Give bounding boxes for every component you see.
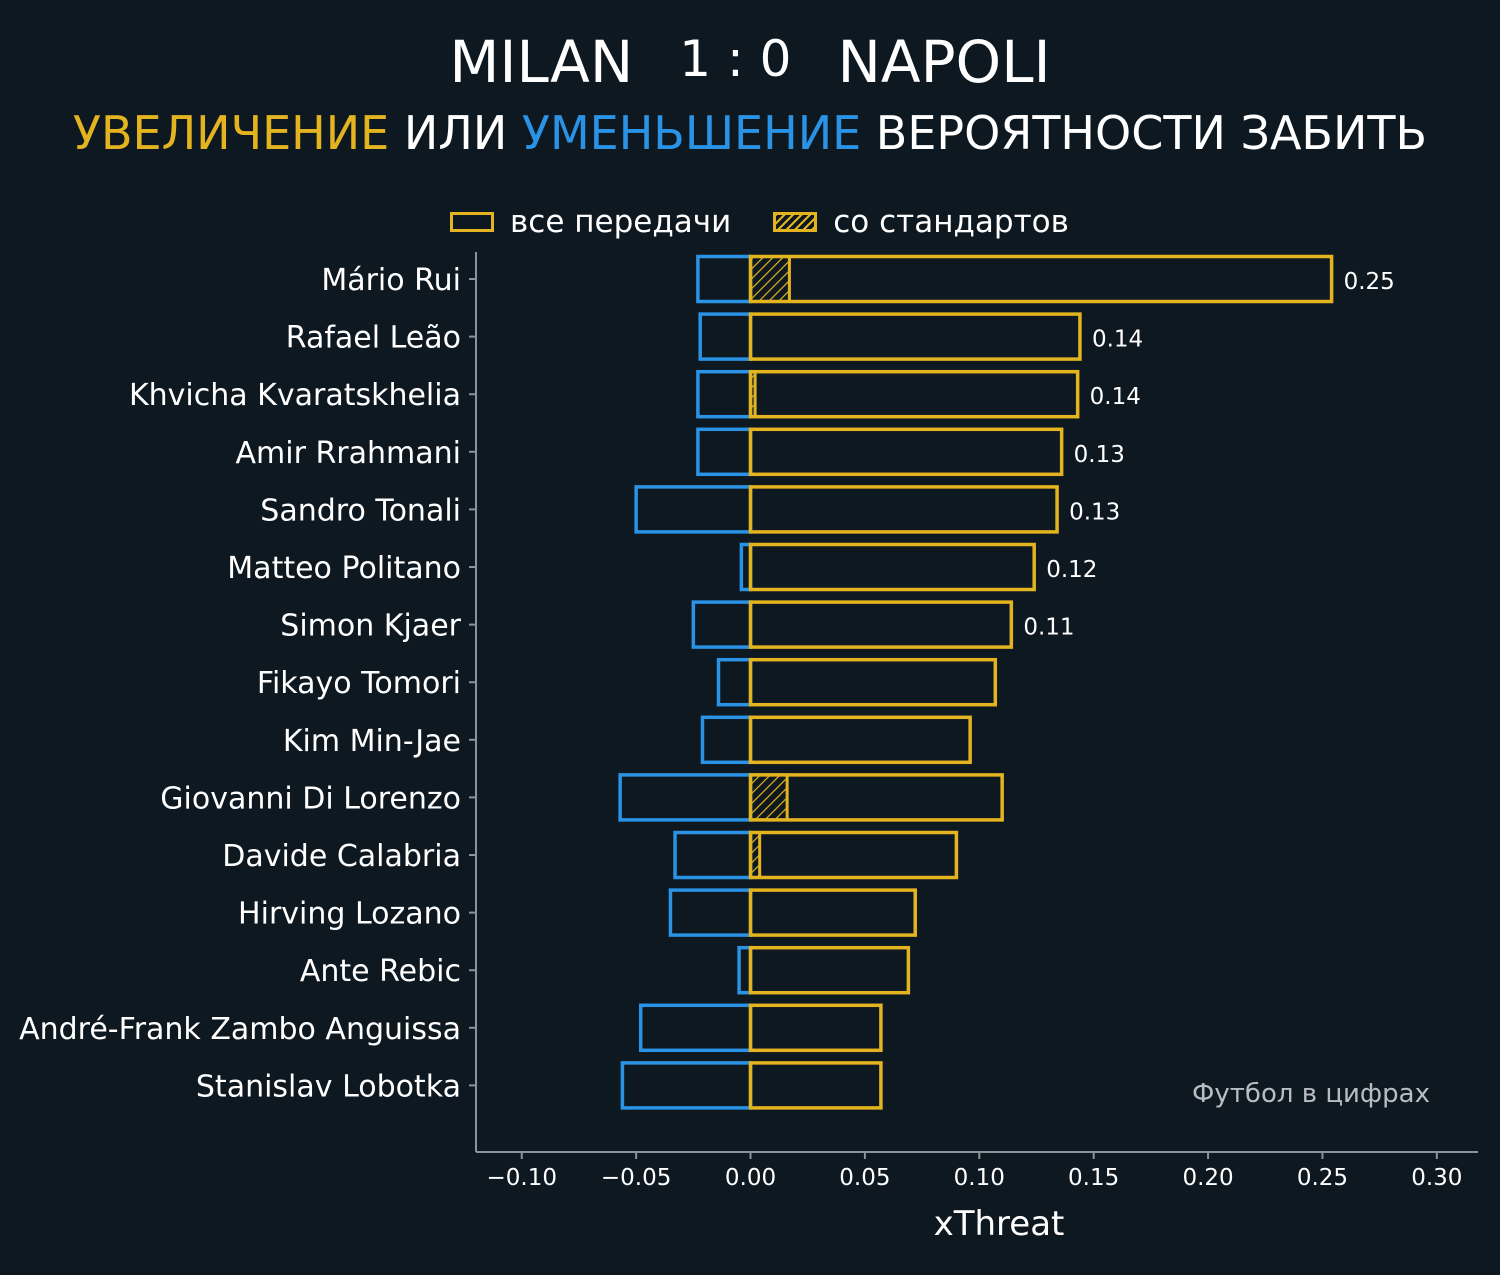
subtitle-or: ИЛИ xyxy=(403,106,508,160)
player-label: Kim Min-Jae xyxy=(283,724,461,759)
bar-increase xyxy=(748,888,917,937)
bar-decrease xyxy=(696,254,753,304)
bar-decrease xyxy=(618,773,753,822)
bar-increase xyxy=(748,773,1004,822)
bar-decrease xyxy=(673,830,753,880)
subtitle-rest: ВЕРОЯТНОСТИ ЗАБИТЬ xyxy=(875,106,1428,160)
bar-decrease xyxy=(668,888,753,937)
subtitle-increase: УВЕЛИЧЕНИЕ xyxy=(72,106,390,160)
player-label: Fikayo Tomori xyxy=(257,666,461,701)
legend-swatch-hatched xyxy=(773,212,818,232)
legend: все передачи со стандартов xyxy=(450,204,1111,240)
legend-item-all-passes: все передачи xyxy=(450,204,731,240)
credit-watermark: Футбол в цифрах xyxy=(1192,1079,1430,1109)
data-label: 0.25 xyxy=(1344,269,1395,295)
chart-title: MILAN 1 : 0 NAPOLI xyxy=(0,28,1500,96)
x-tick-label: −0.05 xyxy=(601,1165,671,1191)
x-tick-label: 0.20 xyxy=(1182,1165,1233,1191)
away-team: NAPOLI xyxy=(837,28,1051,96)
bar-increase xyxy=(748,254,1334,304)
player-label: Rafael Leão xyxy=(286,321,461,356)
data-label: 0.13 xyxy=(1074,442,1125,468)
bar-decrease xyxy=(691,600,753,649)
home-team: MILAN xyxy=(449,28,634,96)
player-label: Khvicha Kvaratskhelia xyxy=(129,378,461,413)
bar-increase xyxy=(748,427,1064,477)
bar-increase xyxy=(748,1061,883,1110)
x-tick-label: 0.25 xyxy=(1297,1165,1348,1191)
player-label: Matteo Politano xyxy=(227,551,461,586)
x-tick-label: 0.10 xyxy=(954,1165,1005,1191)
bar-increase xyxy=(748,600,1014,649)
legend-item-set-pieces: со стандартов xyxy=(773,204,1069,240)
data-label: 0.12 xyxy=(1046,557,1097,583)
data-label: 0.14 xyxy=(1090,384,1141,410)
legend-label-all-passes: все передачи xyxy=(510,204,732,240)
bar-increase xyxy=(748,945,911,995)
bar-increase xyxy=(748,542,1036,592)
data-label: 0.11 xyxy=(1023,615,1074,641)
player-label: Hirving Lozano xyxy=(238,897,461,932)
bar-increase xyxy=(748,485,1059,534)
bar-increase xyxy=(748,1003,883,1053)
bar-set-pieces xyxy=(749,773,789,822)
player-label: Davide Calabria xyxy=(222,839,461,874)
bar-set-pieces xyxy=(749,255,791,303)
player-label: Ante Rebic xyxy=(300,954,461,989)
player-label: Mário Rui xyxy=(321,263,461,298)
chart-subtitle: УВЕЛИЧЕНИЕ ИЛИ УМЕНЬШЕНИЕ ВЕРОЯТНОСТИ ЗА… xyxy=(0,106,1500,160)
player-label: Giovanni Di Lorenzo xyxy=(160,781,461,816)
bar-decrease xyxy=(638,1003,753,1053)
legend-swatch-outline xyxy=(450,212,494,232)
x-axis-label: xThreat xyxy=(934,1204,1065,1244)
x-tick-label: 0.00 xyxy=(725,1165,776,1191)
player-label: André-Frank Zambo Anguissa xyxy=(19,1012,461,1047)
match-score: 1 : 0 xyxy=(679,30,792,88)
x-tick-label: −0.10 xyxy=(487,1165,557,1191)
legend-label-set-pieces: со стандартов xyxy=(833,204,1069,240)
bar-increase xyxy=(748,830,959,880)
bar-decrease xyxy=(698,312,753,361)
player-label: Stanislav Lobotka xyxy=(196,1069,461,1104)
player-label: Simon Kjaer xyxy=(280,609,461,644)
bar-decrease xyxy=(620,1061,753,1110)
bar-increase xyxy=(748,657,998,707)
bar-increase xyxy=(748,369,1080,419)
player-label: Sandro Tonali xyxy=(260,493,461,528)
subtitle-decrease: УМЕНЬШЕНИЕ xyxy=(521,106,862,160)
bar-decrease xyxy=(716,657,753,707)
x-tick-label: 0.30 xyxy=(1411,1165,1462,1191)
bar-increase xyxy=(748,312,1082,361)
x-tick-label: 0.15 xyxy=(1068,1165,1119,1191)
bar-decrease xyxy=(700,715,753,765)
data-label: 0.13 xyxy=(1069,499,1120,525)
x-tick-label: 0.05 xyxy=(839,1165,890,1191)
bar-decrease xyxy=(696,427,753,477)
bar-decrease xyxy=(634,485,753,534)
bar-increase xyxy=(748,715,972,765)
data-label: 0.14 xyxy=(1092,327,1143,353)
player-label: Amir Rrahmani xyxy=(236,436,461,471)
bar-decrease xyxy=(696,369,753,419)
